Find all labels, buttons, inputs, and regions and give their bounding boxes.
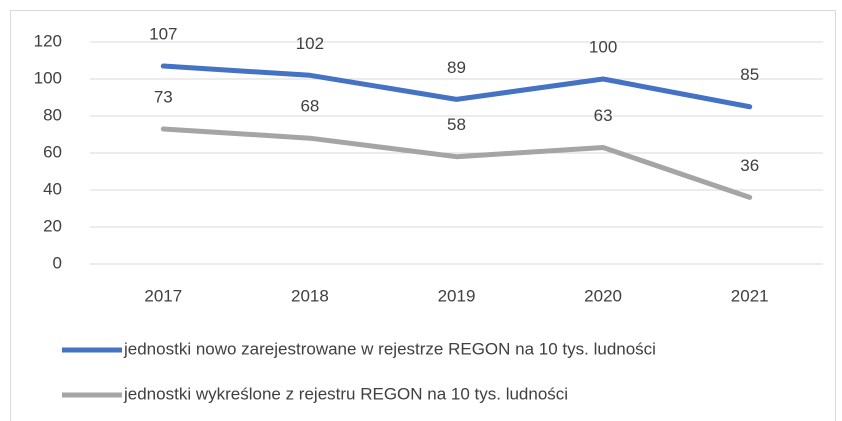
y-tick-label: 0 xyxy=(53,253,62,272)
data-label: 102 xyxy=(296,34,324,53)
data-label: 63 xyxy=(594,106,613,125)
legend-label: jednostki nowo zarejestrowane w rejestrz… xyxy=(123,339,656,358)
data-label: 85 xyxy=(740,65,759,84)
y-tick-label: 120 xyxy=(34,31,62,50)
x-tick-label: 2021 xyxy=(731,286,769,305)
x-tick-label: 2017 xyxy=(144,286,182,305)
y-tick-label: 80 xyxy=(43,105,62,124)
data-label: 36 xyxy=(740,156,759,175)
series-line xyxy=(160,63,753,110)
y-tick-label: 40 xyxy=(43,179,62,198)
data-label: 107 xyxy=(149,25,177,44)
y-tick-label: 100 xyxy=(34,68,62,87)
chart-border xyxy=(10,10,836,421)
data-label: 58 xyxy=(447,115,466,134)
y-tick-label: 60 xyxy=(43,142,62,161)
x-tick-label: 2019 xyxy=(438,286,476,305)
series-line xyxy=(160,126,753,200)
data-label: 68 xyxy=(300,97,319,116)
data-label: 89 xyxy=(447,58,466,77)
x-tick-label: 2020 xyxy=(584,286,622,305)
x-tick-label: 2018 xyxy=(291,286,329,305)
y-tick-label: 20 xyxy=(43,216,62,235)
legend-label: jednostki wykreślone z rejestru REGON na… xyxy=(123,384,568,403)
data-label: 100 xyxy=(589,37,617,56)
data-label: 73 xyxy=(154,87,173,106)
